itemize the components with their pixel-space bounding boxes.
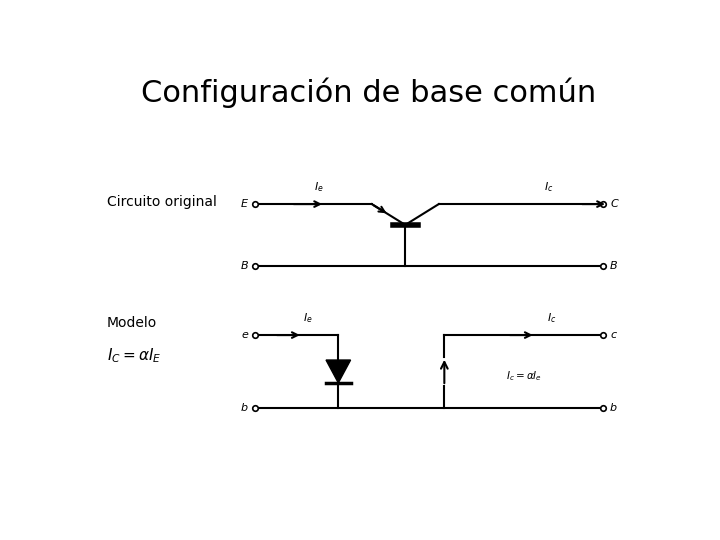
Text: $I_c = \alpha I_e$: $I_c = \alpha I_e$ [505, 369, 542, 382]
Text: E: E [241, 199, 248, 209]
Text: $I_e$: $I_e$ [314, 180, 323, 194]
Text: Configuración de base común: Configuración de base común [141, 77, 597, 108]
Text: $I_C = \alpha I_E$: $I_C = \alpha I_E$ [107, 347, 161, 365]
Text: c: c [610, 330, 616, 340]
Text: b: b [610, 403, 617, 413]
Polygon shape [326, 360, 351, 383]
Text: $I_e$: $I_e$ [303, 311, 312, 325]
Text: B: B [610, 261, 618, 272]
Text: B: B [240, 261, 248, 272]
Text: C: C [610, 199, 618, 209]
Text: e: e [241, 330, 248, 340]
Text: Modelo: Modelo [107, 315, 157, 329]
Text: $I_c$: $I_c$ [544, 180, 554, 194]
Text: $I_c$: $I_c$ [547, 311, 557, 325]
Text: Circuito original: Circuito original [107, 195, 217, 209]
Text: b: b [240, 403, 248, 413]
